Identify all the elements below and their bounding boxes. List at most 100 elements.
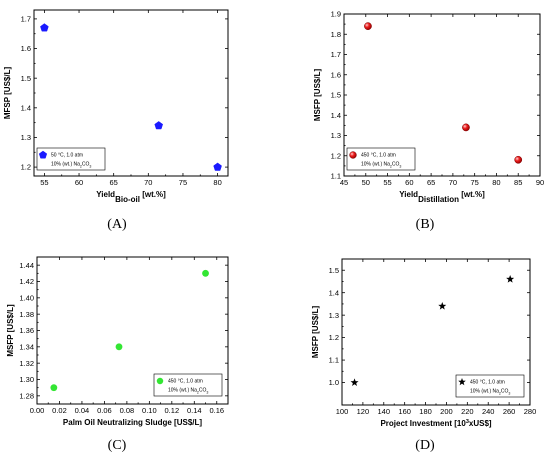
x-tick-label: 75 (179, 178, 187, 187)
y-tick-label: 1.5 (21, 74, 31, 83)
panel-label: (A) (107, 217, 127, 232)
x-tick-label: 240 (482, 407, 495, 416)
x-axis-label: Project Investment [103xUS$] (380, 419, 491, 428)
chart-c: 0.00 0.02 0.04 0.06 0.08 0.10 0.12 0.14 0.16 1.28… (6, 256, 229, 453)
y-tick-label: 1.2 (21, 163, 31, 172)
y-tick-label: 1.2 (329, 333, 339, 342)
legend-box (455, 374, 525, 398)
x-tick-label: 100 (336, 407, 349, 416)
y-tick-label: 1.28 (19, 391, 34, 400)
x-tick-label: 45 (340, 178, 348, 187)
legend-text: 50 °C, 1.0 atm (51, 153, 83, 159)
y-axis-label: MSFP [US$/L] (313, 69, 322, 122)
data-point (154, 121, 164, 130)
y-axis-label: MFSP [US$/L] (3, 67, 12, 120)
panel-label: (B) (416, 217, 435, 232)
x-tick-label: 0.16 (209, 406, 224, 415)
y-tick-label: 1.44 (19, 261, 34, 270)
y-tick-label: 1.9 (331, 10, 341, 19)
x-tick-label: 90 (536, 178, 544, 187)
legend-text: 10% (wt.) Na2CO3 (51, 162, 91, 169)
x-axis-label: YieldBio-oil [wt.%] (96, 190, 166, 204)
data-point (115, 343, 123, 351)
legend-text: 450 °C, 1.0 atm (361, 153, 396, 159)
x-tick-label: 60 (75, 178, 83, 187)
x-tick-label: 0.00 (30, 406, 45, 415)
x-tick-label: 80 (492, 178, 500, 187)
legend-text: 450 °C, 1.0 atm (168, 379, 203, 385)
panel-label: (D) (415, 438, 435, 453)
y-tick-label: 1.5 (329, 266, 339, 275)
x-tick-label: 50 (362, 178, 370, 187)
x-tick-label: 0.10 (142, 406, 157, 415)
x-tick-label: 0.02 (52, 406, 67, 415)
data-point (438, 301, 447, 310)
legend-marker (38, 150, 48, 159)
x-tick-label: 0.08 (120, 406, 135, 415)
x-tick-label: 0.06 (97, 406, 112, 415)
x-tick-label: 55 (40, 178, 48, 187)
data-point (213, 162, 222, 171)
data-point (462, 123, 470, 132)
x-tick-label: 70 (449, 178, 457, 187)
y-tick-label: 1.4 (21, 103, 31, 112)
y-tick-label: 1.32 (19, 359, 34, 368)
x-tick-label: 120 (357, 407, 370, 416)
y-tick-label: 1.38 (19, 310, 34, 319)
y-tick-label: 1.34 (19, 342, 34, 351)
y-tick-label: 1.6 (331, 70, 341, 79)
legend-marker (349, 151, 357, 159)
legend-marker (458, 378, 466, 386)
x-tick-label: 85 (514, 178, 522, 187)
legend-text: 450 °C, 1.0 atm (470, 380, 505, 386)
chart-a: 55 60 65 70 75 80 1.2 1.3 1.4 1.5 1.6 1.7 MFSP [US$/… (3, 9, 229, 232)
y-tick-label: 1.2 (331, 151, 341, 160)
panel-label: (C) (108, 438, 127, 453)
x-tick-label: 75 (470, 178, 478, 187)
y-tick-label: 1.0 (329, 378, 339, 387)
x-axis-label: Palm Oil Neutralizing Sludge [US$/L] (63, 418, 202, 427)
x-tick-label: 55 (383, 178, 391, 187)
x-tick-label: 70 (144, 178, 152, 187)
data-point (202, 269, 209, 277)
y-tick-label: 1.1 (331, 172, 341, 181)
x-tick-label: 280 (524, 407, 537, 416)
x-tick-label: 0.12 (165, 406, 180, 415)
y-axis-label: MSFP [US$/L] (6, 304, 15, 357)
x-tick-label: 80 (213, 178, 221, 187)
x-tick-label: 65 (427, 178, 435, 187)
y-tick-label: 1.7 (21, 14, 31, 23)
y-tick-label: 1.4 (329, 288, 339, 297)
y-tick-label: 1.8 (331, 30, 341, 39)
data-point (40, 23, 49, 32)
legend-box (36, 147, 106, 171)
legend-text: 10% (wt.) Na2CO3 (361, 162, 401, 169)
y-tick-label: 1.42 (19, 277, 34, 286)
x-tick-label: 0.04 (75, 406, 90, 415)
legend-text: 10% (wt.) Na2CO3 (168, 388, 208, 395)
chart-b: 45 50 55 60 65 70 75 80 85 90 1.1 1.2 1.3 1.4 1.5 1.6 1.… (313, 10, 544, 232)
x-tick-label: 180 (419, 407, 432, 416)
x-tick-label: 220 (461, 407, 474, 416)
y-tick-label: 1.3 (331, 131, 341, 140)
y-tick-label: 1.4 (331, 111, 341, 120)
y-tick-label: 1.1 (329, 356, 339, 365)
legend-box (346, 147, 416, 171)
x-axis-label: YieldDistillation [wt.%] (399, 190, 485, 204)
legend-text: 10% (wt.) Na2CO3 (470, 389, 510, 396)
x-tick-label: 140 (378, 407, 391, 416)
y-tick-label: 1.40 (19, 293, 34, 302)
data-point (364, 22, 372, 30)
x-tick-label: 60 (405, 178, 413, 187)
x-tick-label: 200 (440, 407, 453, 416)
y-tick-label: 1.30 (19, 375, 34, 384)
y-tick-label: 1.6 (21, 44, 31, 53)
y-tick-label: 1.3 (329, 311, 339, 320)
x-tick-label: 160 (398, 407, 411, 416)
x-tick-label: 260 (503, 407, 516, 416)
y-tick-label: 1.5 (331, 91, 341, 100)
y-tick-label: 1.36 (19, 326, 34, 335)
data-point (514, 155, 523, 164)
y-tick-label: 1.3 (21, 133, 31, 142)
